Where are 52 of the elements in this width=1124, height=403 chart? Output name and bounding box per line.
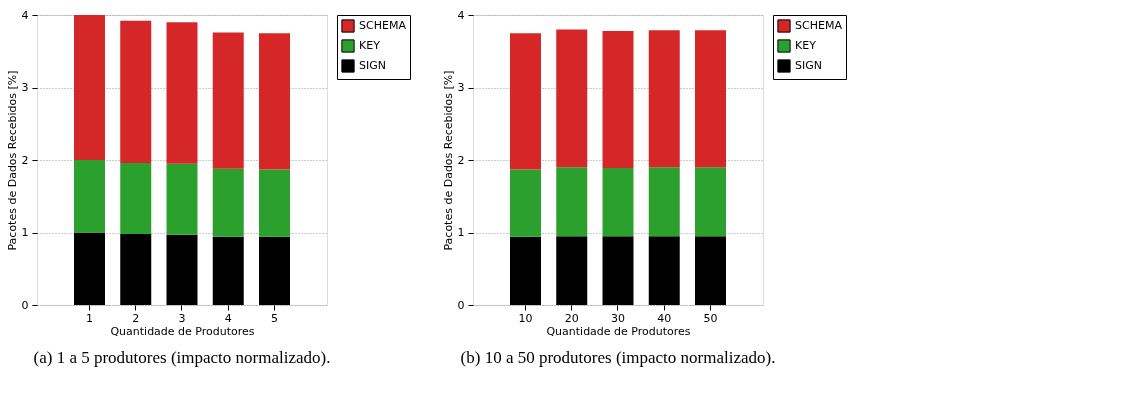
x-tick-label: 3: [178, 311, 186, 325]
x-tick-label: 4: [224, 311, 232, 325]
bar: [166, 163, 198, 235]
y-tick-label: 0: [457, 298, 465, 312]
y-tick-label: 1: [457, 226, 465, 239]
x-axis-title: Quantidade de Produtores: [110, 324, 255, 338]
legend-label: SCHEMA: [795, 19, 843, 32]
y-tick-label: 1: [21, 226, 29, 239]
bar: [695, 30, 726, 168]
text: (a) 1 a 5 produtores (impacto normalizado).: [33, 348, 331, 367]
y-tick-label: 4: [457, 8, 465, 22]
bar: [695, 167, 726, 237]
text: (b) 10 a 50 produtores (impacto normalizado).: [460, 348, 776, 367]
legend-label: KEY: [359, 39, 381, 52]
bar: [602, 30, 634, 168]
bar: [510, 33, 541, 170]
y-tick-label: 3: [457, 81, 465, 94]
bar: [74, 160, 105, 233]
x-axis-title: Quantidade de Produtores: [546, 324, 691, 338]
x-tick-label: 50: [703, 311, 718, 325]
x-tick-label: 5: [271, 311, 278, 325]
bar: [74, 15, 105, 160]
legend-label: SIGN: [359, 59, 386, 72]
bar: [212, 32, 244, 169]
legend-label: KEY: [795, 39, 817, 52]
legend-label: SCHEMA: [359, 19, 407, 32]
x-tick-label: 20: [564, 311, 579, 325]
x-tick-label: 1: [86, 311, 93, 325]
y-axis-title: Pacotes de Dados Recebidos [%]: [5, 70, 19, 251]
bar: [120, 162, 152, 234]
y-tick-label: 2: [457, 153, 465, 167]
y-tick-label: 0: [21, 298, 29, 312]
x-tick-label: 40: [657, 311, 672, 325]
y-tick-label: 4: [21, 8, 29, 22]
bar: [259, 33, 290, 170]
bar: [259, 169, 290, 237]
bar: [212, 168, 244, 237]
y-tick-label: 3: [21, 81, 29, 94]
x-tick-label: 2: [132, 311, 140, 325]
x-tick-label: 30: [611, 311, 625, 325]
bar: [648, 30, 680, 168]
bar: [648, 167, 680, 237]
bar: [556, 29, 588, 168]
x-tick-label: 10: [518, 311, 533, 325]
bar: [510, 169, 541, 237]
y-tick-label: 2: [21, 153, 29, 167]
bar: [556, 167, 588, 237]
legend-label: SIGN: [795, 59, 822, 72]
bar: [166, 22, 198, 164]
y-axis-title: Pacotes de Dados Recebidos [%]: [441, 70, 455, 251]
bar: [120, 20, 152, 163]
bar: [602, 167, 634, 237]
